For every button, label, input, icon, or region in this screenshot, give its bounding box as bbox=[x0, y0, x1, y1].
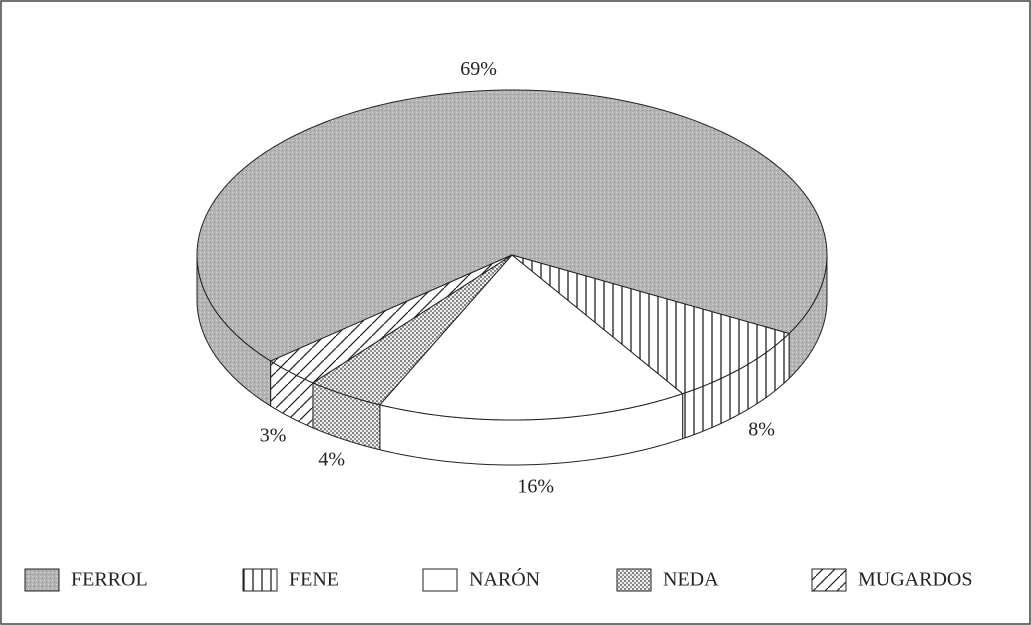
slice bbox=[311, 254, 513, 406]
legend-label: NARÓN bbox=[469, 567, 540, 591]
legend-label: NEDA bbox=[663, 569, 719, 591]
legend-swatch bbox=[24, 568, 60, 592]
data-label: 69% bbox=[460, 58, 497, 80]
slice bbox=[196, 89, 828, 362]
legend-label: MUGARDOS bbox=[858, 569, 972, 591]
slice bbox=[511, 254, 791, 395]
slice bbox=[378, 254, 684, 421]
legend-swatch bbox=[422, 568, 458, 592]
legend-label: FERROL bbox=[71, 569, 148, 591]
legend-swatch bbox=[242, 568, 278, 592]
slice bbox=[269, 254, 513, 384]
legend-label: FENE bbox=[289, 569, 339, 591]
data-label: 8% bbox=[748, 419, 775, 441]
legend-swatch bbox=[616, 568, 652, 592]
data-label: 4% bbox=[318, 449, 345, 471]
legend-swatch bbox=[811, 568, 847, 592]
data-label: 3% bbox=[260, 424, 287, 446]
data-label: 16% bbox=[517, 475, 554, 497]
